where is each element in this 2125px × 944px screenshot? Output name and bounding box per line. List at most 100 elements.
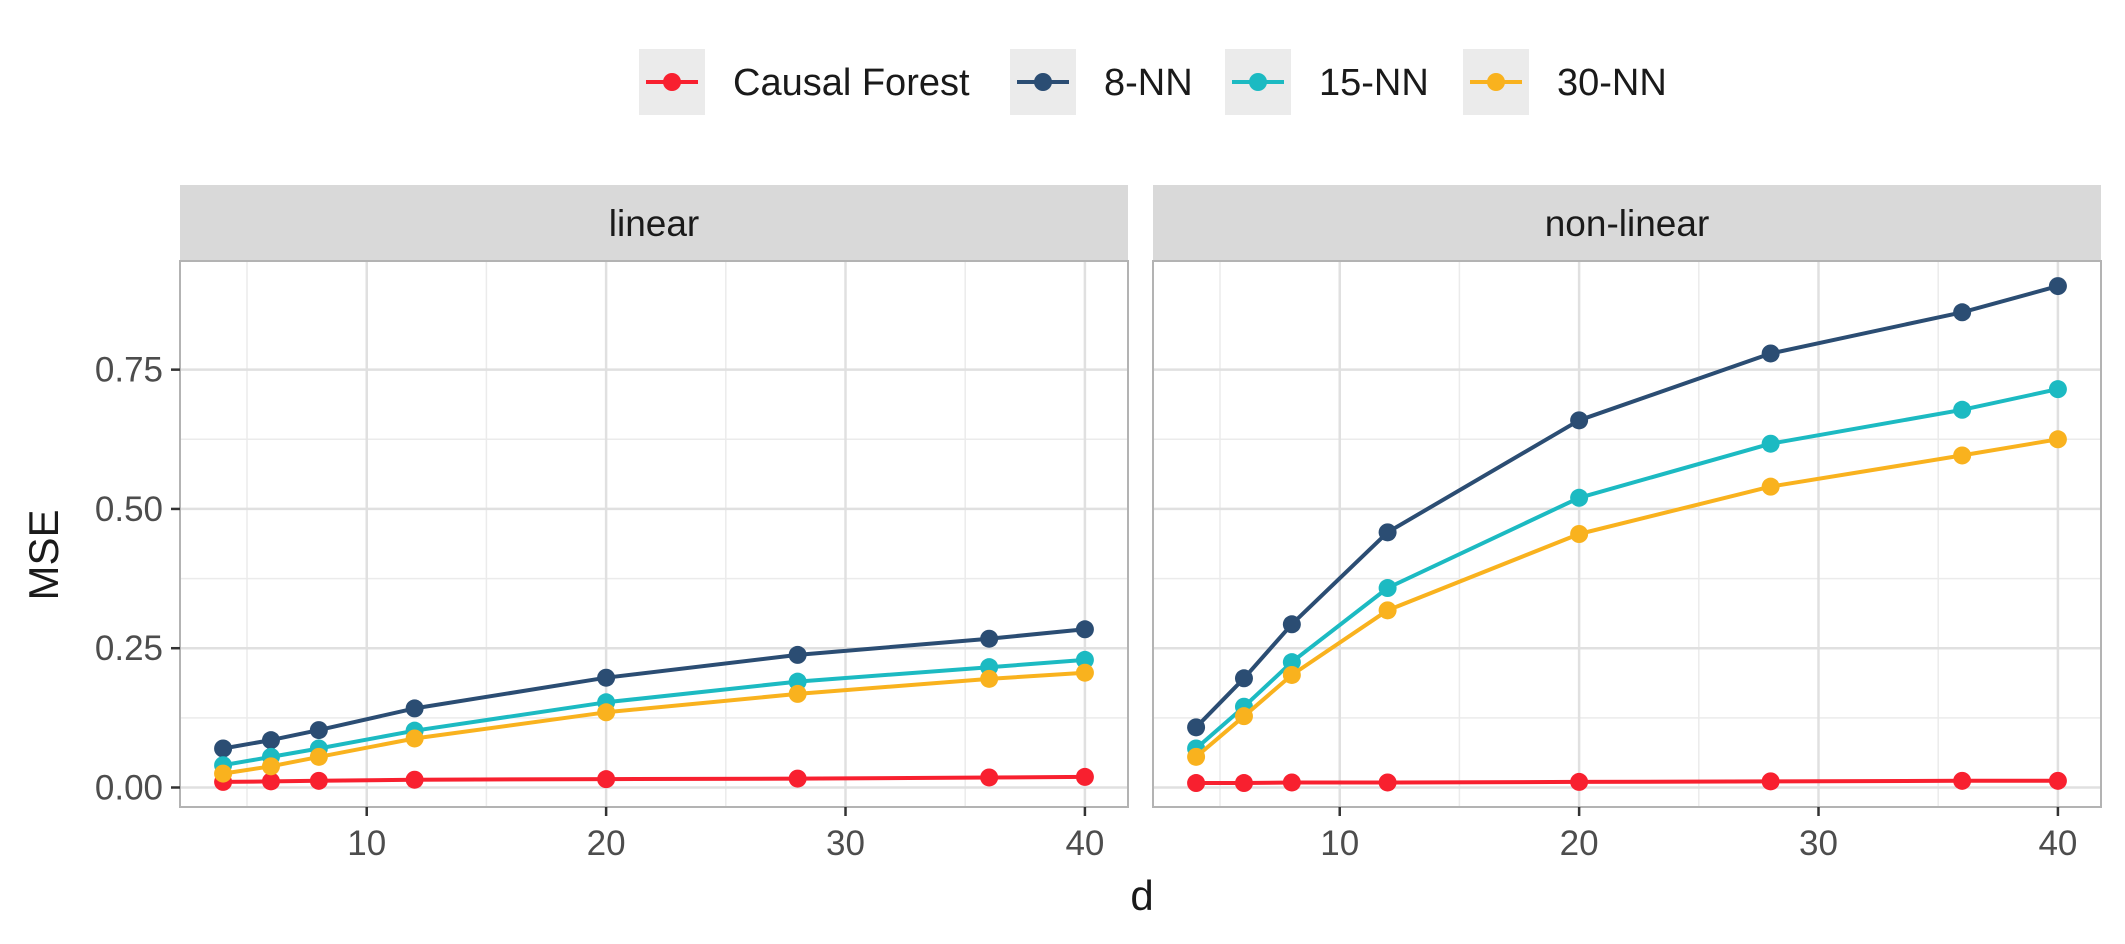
data-point <box>2048 430 2067 449</box>
data-point <box>1953 446 1972 465</box>
data-point <box>405 729 424 748</box>
x-axis: 10 20 30 40 <box>347 807 1104 863</box>
x-axis: 10 20 30 40 <box>1320 807 2077 863</box>
data-point <box>1570 772 1589 791</box>
data-point <box>1761 434 1780 453</box>
data-point <box>2048 380 2067 399</box>
x-tick-label: 30 <box>1799 824 1838 863</box>
data-point <box>2048 277 2067 296</box>
legend-label: 8-NN <box>1104 62 1193 104</box>
data-point <box>980 669 999 688</box>
facet-strip-label: non-linear <box>1545 203 1710 244</box>
legend-key-point <box>1249 73 1267 91</box>
data-point <box>980 768 999 787</box>
data-point <box>309 721 328 740</box>
y-tick-label: 0.00 <box>95 769 163 808</box>
gridlines <box>180 261 1128 807</box>
panel-linear: linear 10 20 30 40 0.00 0.25 0.50 0.75 <box>95 185 1129 863</box>
data-point <box>1234 669 1253 688</box>
data-point <box>597 703 616 722</box>
data-point <box>261 772 280 791</box>
legend: Causal Forest 8-NN 15-NN 30-NN <box>639 49 1667 115</box>
legend-key-point <box>1487 73 1505 91</box>
data-point <box>788 645 807 664</box>
data-point <box>1187 747 1206 766</box>
data-point <box>1234 707 1253 726</box>
legend-item-15-nn: 15-NN <box>1225 49 1429 115</box>
data-point <box>1378 601 1397 620</box>
x-axis-title: d <box>1130 872 1153 919</box>
panels: linear 10 20 30 40 0.00 0.25 0.50 0.75 non-linear… <box>95 185 2102 863</box>
data-point <box>1378 523 1397 542</box>
plot-area <box>180 261 1128 807</box>
x-tick-label: 40 <box>1065 824 1104 863</box>
series-line <box>1194 387 2059 751</box>
facet-strip <box>1153 185 2101 261</box>
data-point <box>1378 773 1397 792</box>
series-8-nn <box>214 620 1094 758</box>
data-point <box>1075 650 1094 669</box>
x-tick-label: 10 <box>1320 824 1359 863</box>
data-point <box>1187 718 1206 737</box>
data-point <box>261 757 280 776</box>
data-point <box>1234 774 1253 793</box>
legend-key-point <box>1034 73 1052 91</box>
data-point <box>261 731 280 750</box>
data-point <box>1761 477 1780 496</box>
data-point <box>980 629 999 648</box>
data-point <box>214 739 233 758</box>
y-tick-label: 0.50 <box>95 490 163 529</box>
x-tick-label: 40 <box>2038 824 2077 863</box>
data-point <box>1953 400 1972 419</box>
series-line <box>1196 778 2058 785</box>
gridlines <box>1153 261 2101 807</box>
legend-label: Causal Forest <box>733 62 970 104</box>
panel-non-linear: non-linear 10 20 30 40 <box>1152 185 2102 863</box>
data-point <box>1378 579 1397 598</box>
y-axis: 0.00 0.25 0.50 0.75 <box>95 351 180 808</box>
data-point <box>788 769 807 788</box>
x-tick-label: 10 <box>347 824 386 863</box>
x-tick-label: 20 <box>587 824 626 863</box>
legend-label: 30-NN <box>1557 62 1667 104</box>
series-line <box>1194 284 2059 729</box>
series-30-nn <box>214 663 1094 783</box>
data-point <box>2048 771 2067 790</box>
data-point <box>1282 653 1301 672</box>
x-tick-label: 20 <box>1560 824 1599 863</box>
data-point <box>597 668 616 687</box>
facet-strip <box>180 185 1128 261</box>
legend-item-30-nn: 30-NN <box>1463 49 1667 115</box>
data-point <box>214 764 233 783</box>
data-point <box>1953 771 1972 790</box>
x-tick-label: 30 <box>826 824 865 863</box>
series-15-nn <box>1187 380 2067 758</box>
series-8-nn <box>1187 277 2067 737</box>
legend-key-point <box>663 73 681 91</box>
data-point <box>1570 411 1589 430</box>
plot-area <box>1153 261 2101 807</box>
series-causal-forest <box>214 767 1094 791</box>
data-point <box>1570 488 1589 507</box>
data-point <box>309 747 328 766</box>
data-point <box>309 771 328 790</box>
data-point <box>1075 767 1094 786</box>
data-point <box>1282 665 1301 684</box>
data-point <box>597 770 616 789</box>
data-point <box>1187 774 1206 793</box>
data-point <box>788 684 807 703</box>
data-point <box>1075 620 1094 639</box>
series-line <box>1194 437 2059 759</box>
data-point <box>1761 344 1780 363</box>
data-point <box>405 770 424 789</box>
legend-item-causal-forest: Causal Forest <box>639 49 970 115</box>
panel-border <box>179 260 1129 808</box>
y-tick-label: 0.25 <box>95 629 163 668</box>
y-tick-label: 0.75 <box>95 351 163 390</box>
data-point <box>1282 615 1301 634</box>
series-causal-forest <box>1187 771 2067 793</box>
legend-label: 15-NN <box>1319 62 1429 104</box>
data-point <box>1761 772 1780 791</box>
legend-item-8-nn: 8-NN <box>1010 49 1193 115</box>
